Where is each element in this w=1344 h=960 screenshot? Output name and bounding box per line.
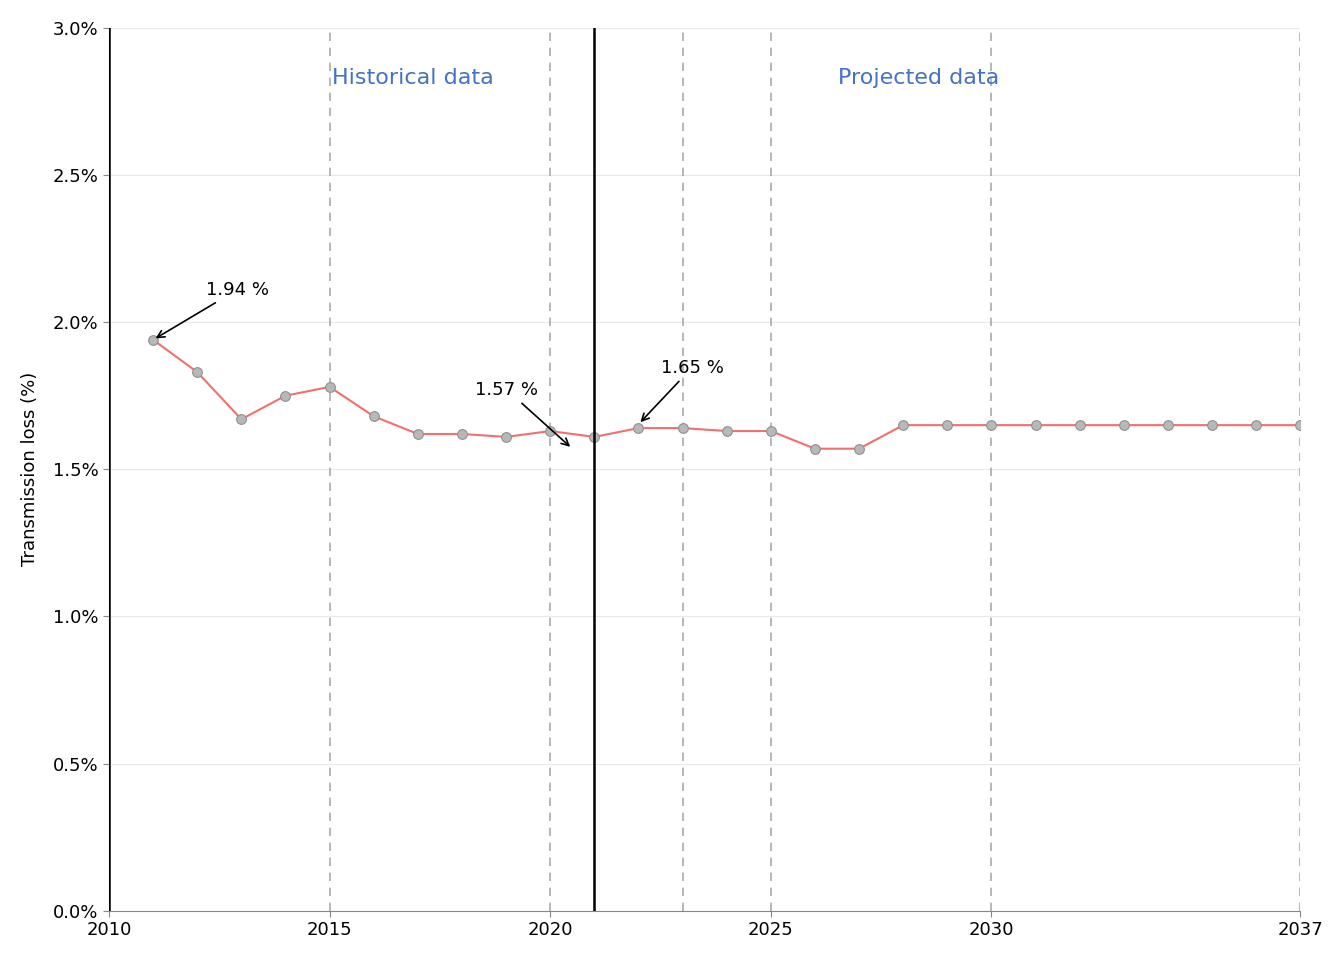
Text: 1.65 %: 1.65 % (641, 359, 723, 420)
Text: Projected data: Projected data (839, 67, 1000, 87)
Y-axis label: Transmission loss (%): Transmission loss (%) (22, 372, 39, 566)
Text: Historical data: Historical data (332, 67, 493, 87)
Text: 1.94 %: 1.94 % (157, 280, 269, 337)
Text: 1.57 %: 1.57 % (476, 381, 569, 445)
